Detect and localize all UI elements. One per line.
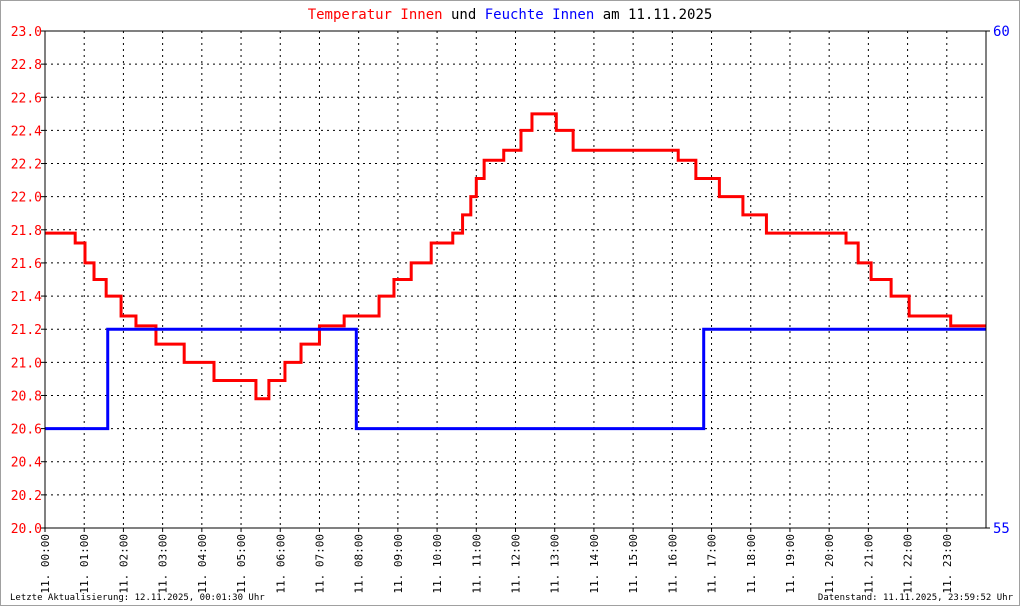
x-tick-label: 11. 23:00: [941, 534, 954, 594]
y-left-tick-label: 20.4: [11, 456, 42, 471]
x-tick-label: 11. 03:00: [157, 534, 170, 594]
x-tick-label: 11. 20:00: [823, 534, 836, 594]
y-left-tick-label: 21.8: [11, 224, 42, 239]
x-tick-label: 11. 14:00: [588, 534, 601, 594]
x-tick-label: 11. 22:00: [902, 534, 915, 594]
x-tick-label: 11. 09:00: [392, 534, 405, 594]
y-left-tick-label: 20.8: [11, 389, 42, 404]
title-part: am 11.11.2025: [603, 7, 713, 23]
tick-labels: 20.0 20.2 20.4 20.6 20.8 21.0 21.2 21.4 21.6 21.8…: [11, 24, 1010, 594]
x-tick-label: 11. 13:00: [549, 534, 562, 594]
series-group: [44, 112, 987, 431]
y-left-tick-label: 20.0: [11, 522, 42, 537]
x-tick-label: 11. 05:00: [235, 534, 248, 594]
title-part: Temperatur Innen: [308, 7, 443, 23]
grid: [41, 30, 990, 532]
y-left-tick-label: 21.0: [11, 356, 42, 371]
x-tick-label: 11. 00:00: [39, 534, 52, 594]
y-left-tick-label: 22.4: [11, 124, 42, 139]
x-tick-label: 11. 10:00: [431, 534, 444, 594]
x-tick-label: 11. 08:00: [353, 534, 366, 594]
y-right-tick-label: 55: [993, 521, 1010, 537]
x-tick-label: 11. 17:00: [706, 534, 719, 594]
series-line-humidity: [45, 327, 986, 431]
x-tick-label: 11. 18:00: [745, 534, 758, 594]
x-tick-label: 11. 02:00: [117, 534, 130, 594]
y-left-tick-label: 20.2: [11, 489, 42, 504]
y-left-tick-label: 21.2: [11, 323, 42, 338]
y-left-tick-label: 22.8: [11, 58, 42, 73]
last-update-text: Letzte Aktualisierung: 12.11.2025, 00:01…: [10, 593, 265, 603]
x-tick-label: 11. 12:00: [510, 534, 523, 594]
y-left-tick-label: 21.4: [11, 290, 42, 305]
y-left-tick-label: 22.0: [11, 191, 42, 206]
title-part: und: [451, 7, 476, 23]
y-right-tick-label: 60: [993, 24, 1010, 40]
y-left-tick-label: 21.6: [11, 257, 42, 272]
title-part: Feuchte Innen: [485, 7, 595, 23]
plot-frame: [44, 30, 987, 529]
y-left-tick-label: 23.0: [11, 25, 42, 40]
x-tick-label: 11. 16:00: [666, 534, 679, 594]
y-left-tick-label: 20.6: [11, 423, 42, 438]
y-left-tick-label: 22.6: [11, 91, 42, 106]
chart-title: Temperatur Innen und Feuchte Innen am 11…: [308, 7, 713, 23]
data-state-text: Datenstand: 11.11.2025, 23:59:52 Uhr: [817, 593, 1013, 603]
x-tick-label: 11. 11:00: [470, 534, 483, 594]
series-line-temperature: [45, 112, 986, 401]
x-tick-label: 11. 04:00: [196, 534, 209, 594]
y-left-tick-label: 22.2: [11, 158, 42, 173]
x-tick-label: 11. 01:00: [78, 534, 91, 594]
x-tick-label: 11. 06:00: [274, 534, 287, 594]
x-tick-label: 11. 15:00: [627, 534, 640, 594]
x-tick-label: 11. 19:00: [784, 534, 797, 594]
x-tick-label: 11. 21:00: [862, 534, 875, 594]
x-tick-label: 11. 07:00: [313, 534, 326, 594]
